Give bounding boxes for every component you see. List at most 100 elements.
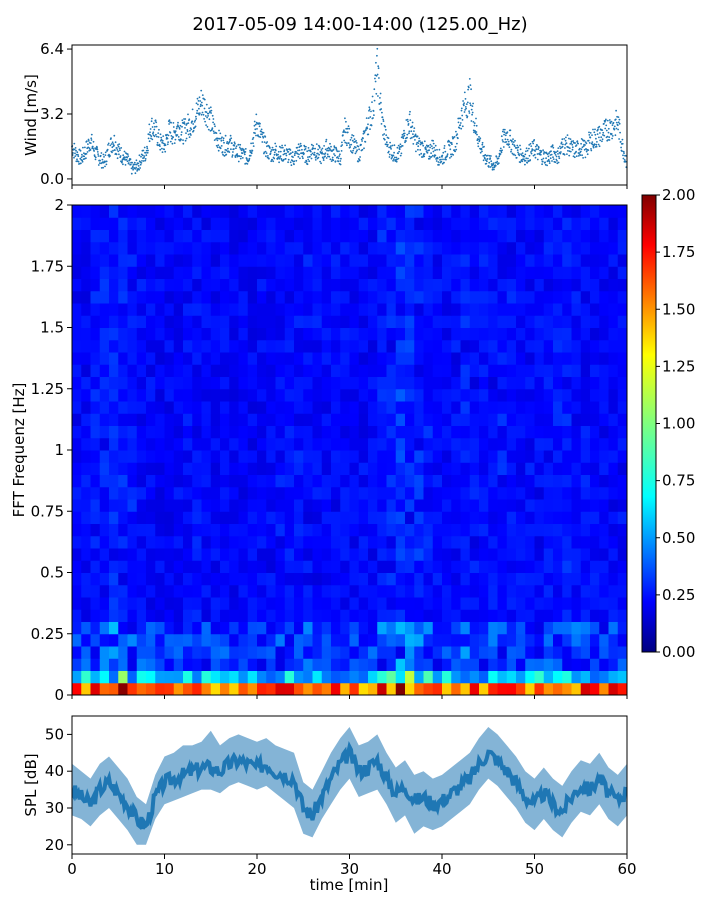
spectrogram-cell: [257, 205, 267, 218]
spectrogram-cell: [516, 511, 526, 524]
spectrogram-cell: [72, 339, 82, 353]
spectrogram-cell: [321, 499, 332, 512]
wind-point: [191, 108, 194, 111]
wind-point: [455, 148, 458, 151]
wind-point: [217, 144, 220, 147]
spectrogram-cell: [118, 646, 128, 659]
wind-point: [194, 119, 197, 122]
spectrogram-cell: [257, 303, 267, 316]
spectrogram-cell: [571, 646, 582, 659]
wind-point: [490, 155, 492, 157]
wind-point: [308, 149, 310, 152]
wind-point: [556, 150, 559, 153]
spectrogram-cell: [127, 621, 138, 635]
spectrogram-cell: [238, 303, 249, 316]
spectrogram-cell: [442, 254, 452, 267]
wind-point: [463, 111, 466, 113]
spectrogram-cell: [173, 621, 184, 635]
spectrogram-cell: [146, 278, 156, 292]
wind-point: [507, 140, 510, 143]
spectrogram-cell: [414, 682, 424, 696]
wind-point: [151, 138, 154, 141]
spectrogram-cell: [81, 352, 91, 365]
spectrogram-cell: [423, 511, 434, 524]
wind-point: [514, 139, 516, 142]
spectrogram-cell: [155, 633, 165, 647]
wind-point: [282, 153, 285, 156]
wind-point: [334, 154, 336, 157]
spectrogram-cell: [432, 376, 443, 390]
wind-point: [618, 118, 621, 121]
spectrogram-cell: [312, 474, 323, 488]
spectrogram-cell: [368, 315, 378, 328]
spectrogram-cell: [553, 290, 563, 304]
wind-point: [382, 134, 384, 136]
spectrogram-cell: [590, 376, 600, 390]
spectrogram-cell: [183, 670, 193, 684]
wind-point: [536, 153, 539, 155]
spectrogram-cell: [294, 609, 304, 622]
spectrogram-cell: [146, 572, 156, 586]
spectrogram-cell: [294, 413, 304, 426]
wind-point: [127, 162, 130, 164]
spectrogram-cell: [488, 401, 498, 414]
wind-point: [299, 157, 301, 160]
spectrogram-cell: [543, 229, 554, 243]
spectrogram-cell: [386, 450, 397, 463]
spectrogram-cell: [275, 437, 286, 451]
wind-point: [369, 116, 372, 118]
spectrogram-cell: [90, 290, 101, 304]
spectrogram-cell: [247, 290, 258, 304]
wind-point: [166, 143, 169, 146]
spectrogram-cell: [340, 658, 350, 671]
spectrogram-cell: [275, 327, 286, 341]
wind-point: [418, 137, 421, 140]
spectrogram-cell: [331, 474, 341, 488]
wind-point: [351, 151, 354, 154]
wind-point: [483, 145, 485, 148]
spectrogram-cell: [534, 290, 545, 304]
spectrogram-cell: [442, 364, 452, 377]
wind-point: [518, 154, 521, 157]
spectrogram-cell: [553, 339, 563, 353]
spectrogram-cell: [321, 339, 332, 353]
spectrogram-cell: [358, 572, 369, 586]
spectrogram-cell: [386, 535, 397, 549]
spectrogram-cell: [432, 597, 443, 610]
spectrogram-cell: [201, 388, 212, 402]
spectrogram-cell: [331, 499, 341, 512]
spectrogram-cell: [534, 266, 545, 279]
wind-point: [460, 107, 463, 110]
spectrogram-cell: [155, 217, 165, 230]
spectrogram-cell: [109, 670, 119, 684]
spectrogram-cell: [173, 241, 184, 255]
colorbar-tick-label: 1.50: [662, 300, 695, 318]
spectrogram-cell: [469, 205, 480, 218]
spectrogram-ytick-label: 2: [54, 196, 64, 214]
wind-point: [139, 167, 142, 169]
spectrogram-cell: [442, 229, 452, 243]
wind-point: [252, 145, 255, 148]
spectrogram-cell: [405, 437, 415, 451]
spectrogram-cell: [395, 352, 406, 365]
wind-point: [349, 150, 352, 152]
spectrogram-cell: [414, 584, 424, 598]
wind-point: [617, 128, 619, 131]
spectrogram-cell: [377, 229, 387, 243]
wind-point: [564, 139, 567, 142]
spectrogram-cell: [497, 425, 508, 439]
spectrogram-cell: [238, 339, 249, 353]
spectrogram-cell: [358, 560, 369, 573]
spectrogram-cell: [423, 437, 434, 451]
spectrogram-cell: [506, 254, 517, 267]
spectrogram-cell: [358, 584, 369, 598]
spectrogram-cell: [525, 486, 535, 500]
spectrogram-cell: [442, 388, 452, 402]
wind-point: [424, 146, 427, 149]
spectrogram-cell: [525, 303, 535, 316]
spectrogram-cell: [173, 535, 184, 549]
spectrogram-cell: [377, 682, 387, 696]
spectrogram-cell: [303, 437, 313, 451]
spectrogram-cell: [543, 474, 554, 488]
spectrogram-ytick-label: 1.25: [31, 380, 64, 398]
